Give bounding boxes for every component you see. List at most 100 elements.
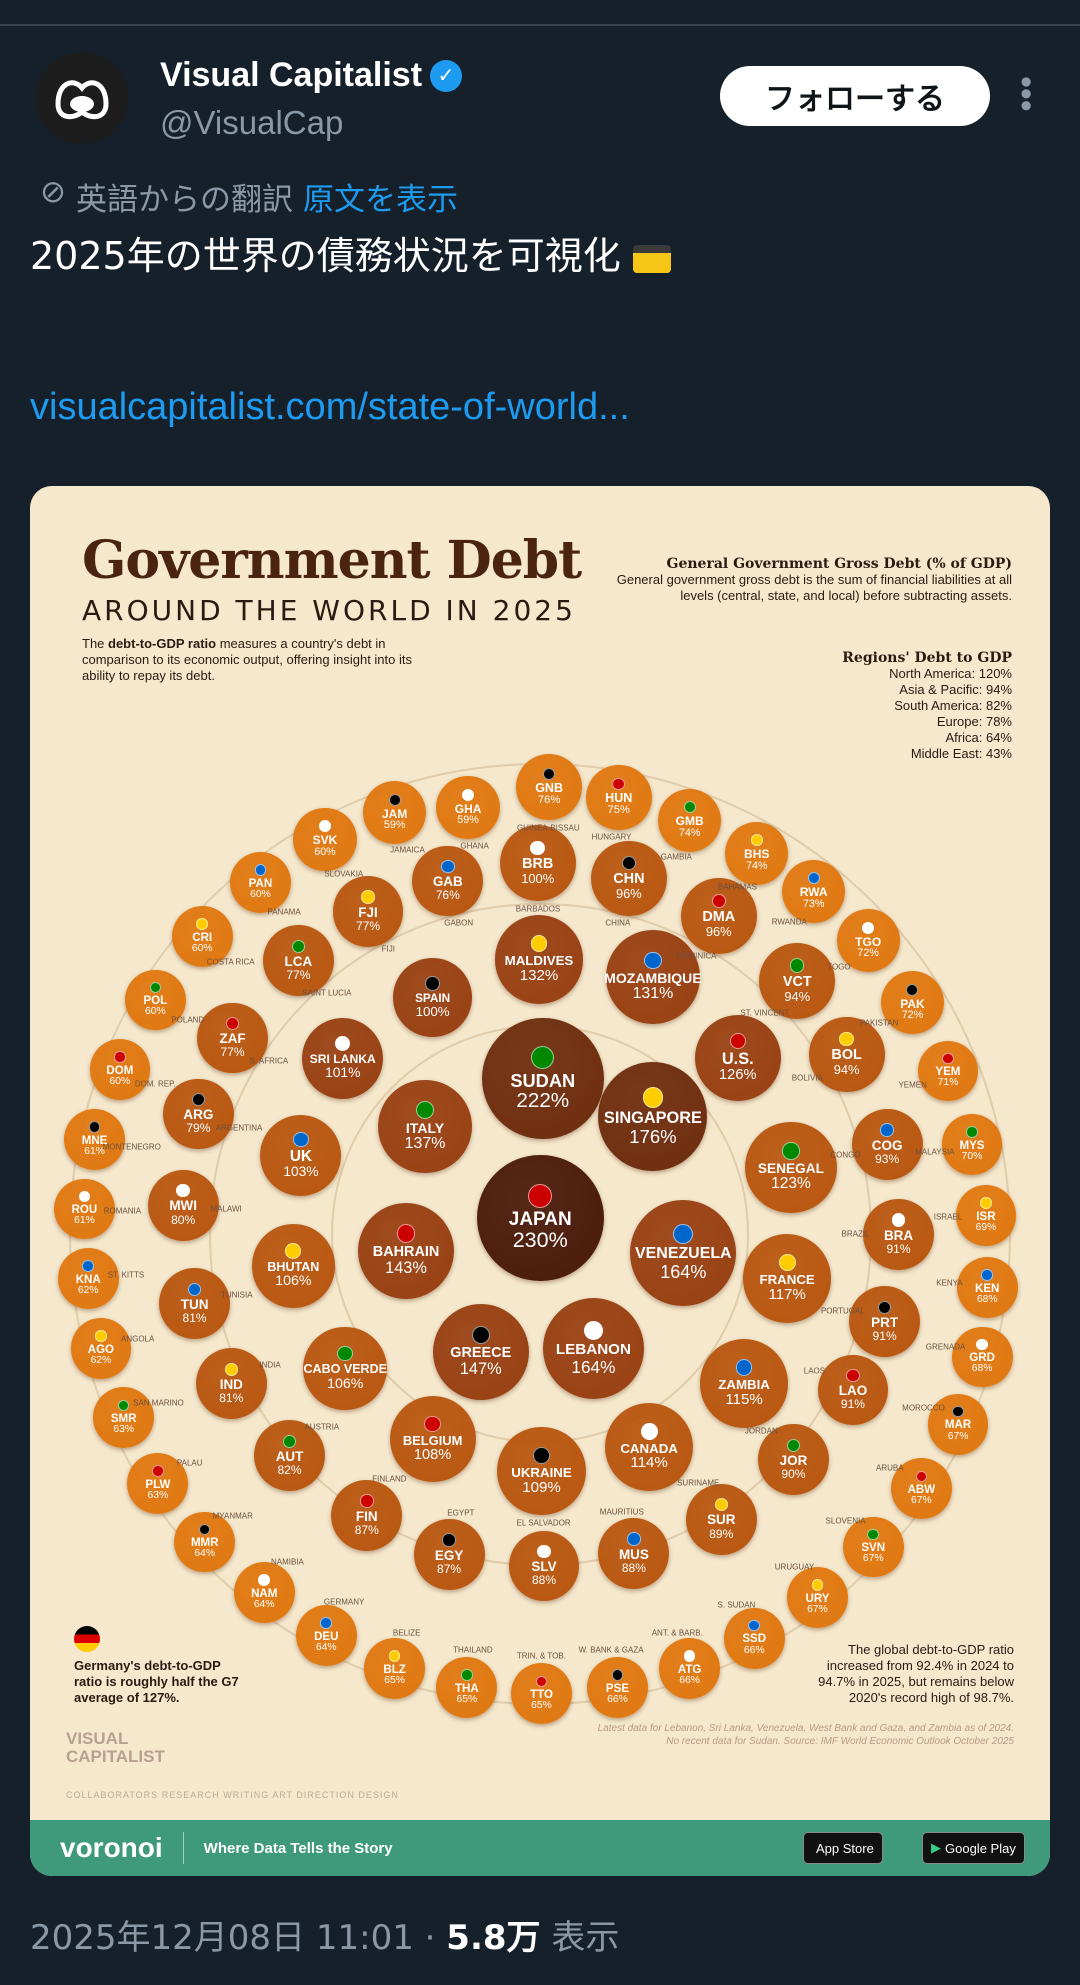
country-name: EL SALVADOR bbox=[516, 1518, 571, 1528]
regions-legend: Regions' Debt to GDP North America: 120% A… bbox=[842, 650, 1012, 761]
flag-icon bbox=[442, 1533, 456, 1547]
country-bubble: SVK 60% bbox=[293, 807, 357, 871]
country-name: PORTUGAL bbox=[820, 1306, 865, 1316]
country-code: SUR bbox=[707, 1512, 736, 1528]
country-bubble: UK 103% bbox=[260, 1115, 342, 1197]
debt-value: 93% bbox=[875, 1151, 900, 1166]
flag-icon bbox=[320, 1617, 333, 1629]
country-bubble: KNA 62% bbox=[57, 1248, 119, 1309]
country-name: LAOS bbox=[803, 1366, 826, 1376]
debt-value: 65% bbox=[456, 1693, 478, 1705]
debt-value: 60% bbox=[109, 1076, 131, 1088]
show-original-link[interactable]: 原文を表示 bbox=[302, 182, 458, 218]
flag-icon bbox=[748, 1619, 760, 1632]
google-play-badge[interactable]: ▶ Google Play bbox=[922, 1832, 1025, 1864]
flag-icon bbox=[198, 1523, 211, 1536]
country-bubble: TUN 81% bbox=[159, 1268, 231, 1340]
flag-icon bbox=[361, 890, 375, 904]
region-item: Africa: 64% bbox=[945, 730, 1012, 745]
flag-icon bbox=[735, 1359, 753, 1377]
flag-icon bbox=[862, 921, 875, 934]
country-code: TTO bbox=[530, 1689, 553, 1702]
country-code: RWA bbox=[799, 885, 828, 900]
country-name: ARGENTINA bbox=[215, 1123, 263, 1133]
flag-icon bbox=[360, 1494, 374, 1508]
debt-value: 60% bbox=[250, 888, 271, 900]
country-bubble: LAO 91% bbox=[817, 1354, 889, 1426]
country-bubble: SVN 67% bbox=[842, 1516, 904, 1578]
more-options-icon[interactable]: ••• bbox=[1007, 76, 1045, 112]
voronoi-footer: voronoi Where Data Tells the Story App S… bbox=[30, 1820, 1050, 1876]
country-bubble: BHUTAN 106% bbox=[251, 1224, 336, 1308]
country-bubble: FRANCE 117% bbox=[742, 1234, 832, 1323]
country-code: ARG bbox=[183, 1107, 214, 1123]
flag-icon bbox=[583, 1320, 604, 1340]
country-code: TUN bbox=[180, 1297, 209, 1313]
flag-icon bbox=[88, 1121, 101, 1133]
translation-notice: ⊘ 英語からの翻訳 原文を表示 bbox=[40, 174, 458, 218]
country-bubble: HUN 75% bbox=[585, 764, 652, 831]
country-bubble: YEM 71% bbox=[917, 1040, 979, 1102]
debt-value: 106% bbox=[275, 1272, 312, 1289]
debt-value: 59% bbox=[457, 814, 479, 827]
author-name[interactable]: Visual Capitalist ✓ bbox=[160, 56, 463, 95]
country-code: HUN bbox=[605, 791, 633, 806]
debt-value: 76% bbox=[435, 888, 460, 903]
flag-icon bbox=[627, 1532, 641, 1546]
debt-value: 115% bbox=[725, 1391, 763, 1409]
debt-value: 103% bbox=[283, 1164, 319, 1180]
country-code: DEU bbox=[314, 1630, 339, 1643]
debt-value: 67% bbox=[947, 1430, 969, 1442]
country-code: GRD bbox=[969, 1352, 995, 1365]
debt-value: 60% bbox=[314, 845, 336, 858]
tweet-link[interactable]: visualcapitalist.com/state-of-world... bbox=[30, 386, 630, 428]
debt-value: 69% bbox=[975, 1221, 997, 1233]
flag-icon bbox=[282, 1434, 297, 1449]
country-code: DMA bbox=[702, 909, 736, 926]
debt-value: 80% bbox=[171, 1212, 196, 1227]
flag-icon bbox=[388, 793, 401, 806]
flag-icon bbox=[258, 1574, 270, 1586]
country-name: ST. VINCENT bbox=[740, 1008, 790, 1018]
country-code: SVN bbox=[861, 1542, 886, 1555]
flag-icon bbox=[790, 958, 805, 973]
country-bubble: SSD 66% bbox=[723, 1607, 785, 1669]
country-name: MYANMAR bbox=[212, 1511, 253, 1521]
app-store-badge[interactable]: App Store bbox=[803, 1832, 883, 1864]
avatar[interactable] bbox=[36, 52, 128, 144]
flag-icon bbox=[778, 1254, 796, 1272]
country-name: TRIN. & TOB. bbox=[516, 1651, 566, 1661]
country-code: PSE bbox=[605, 1682, 629, 1695]
country-code: BOL bbox=[831, 1047, 862, 1064]
country-code: BHS bbox=[744, 847, 770, 862]
country-name: YEMEN bbox=[898, 1080, 927, 1090]
debt-value: 62% bbox=[77, 1284, 99, 1296]
country-code: SSD bbox=[742, 1633, 767, 1646]
country-name: TUNISIA bbox=[221, 1290, 253, 1300]
debt-value: 74% bbox=[745, 859, 768, 872]
country-code: JAM bbox=[381, 806, 408, 821]
country-code: GNB bbox=[535, 781, 563, 796]
debt-value: 64% bbox=[315, 1642, 337, 1654]
debt-value: 82% bbox=[277, 1463, 302, 1478]
debt-value: 72% bbox=[857, 947, 879, 960]
debt-value: 67% bbox=[862, 1553, 884, 1565]
follow-button[interactable]: フォローする bbox=[720, 66, 990, 126]
country-bubble: AGO 62% bbox=[70, 1317, 132, 1379]
country-bubble: FJI 77% bbox=[332, 875, 404, 947]
flag-icon bbox=[187, 1282, 202, 1297]
infographic-image[interactable]: Government Debt AROUND THE WORLD IN 2025… bbox=[30, 486, 1050, 1876]
debt-value: 94% bbox=[833, 1062, 860, 1078]
country-bubble: PAN 60% bbox=[230, 851, 291, 913]
debt-value: 100% bbox=[521, 871, 555, 887]
country-bubble: IND 81% bbox=[195, 1348, 267, 1420]
flag-icon bbox=[683, 801, 696, 814]
tweet-timestamp: 2025年12月08日 11:01 · 5.8万 表示 bbox=[30, 1918, 620, 1958]
country-code: ABW bbox=[907, 1484, 936, 1497]
flag-icon bbox=[425, 975, 441, 991]
author-handle[interactable]: @VisualCap bbox=[160, 104, 344, 141]
country-bubble: SINGAPORE 176% bbox=[598, 1062, 708, 1171]
flag-icon bbox=[786, 1438, 801, 1452]
country-name: DOM. REP. bbox=[134, 1079, 176, 1089]
flag-icon bbox=[149, 981, 162, 994]
